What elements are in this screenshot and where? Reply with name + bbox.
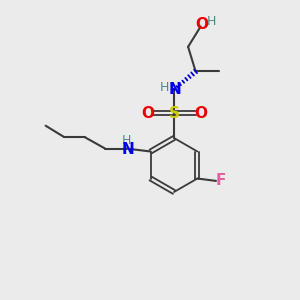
Text: O: O xyxy=(141,106,154,121)
Text: H: H xyxy=(206,14,216,28)
Text: F: F xyxy=(215,173,226,188)
Text: H: H xyxy=(160,81,169,94)
Text: S: S xyxy=(169,106,179,121)
Text: H: H xyxy=(121,134,131,147)
Text: O: O xyxy=(196,17,209,32)
Text: O: O xyxy=(194,106,207,121)
Text: N: N xyxy=(169,82,182,97)
Text: N: N xyxy=(121,142,134,158)
